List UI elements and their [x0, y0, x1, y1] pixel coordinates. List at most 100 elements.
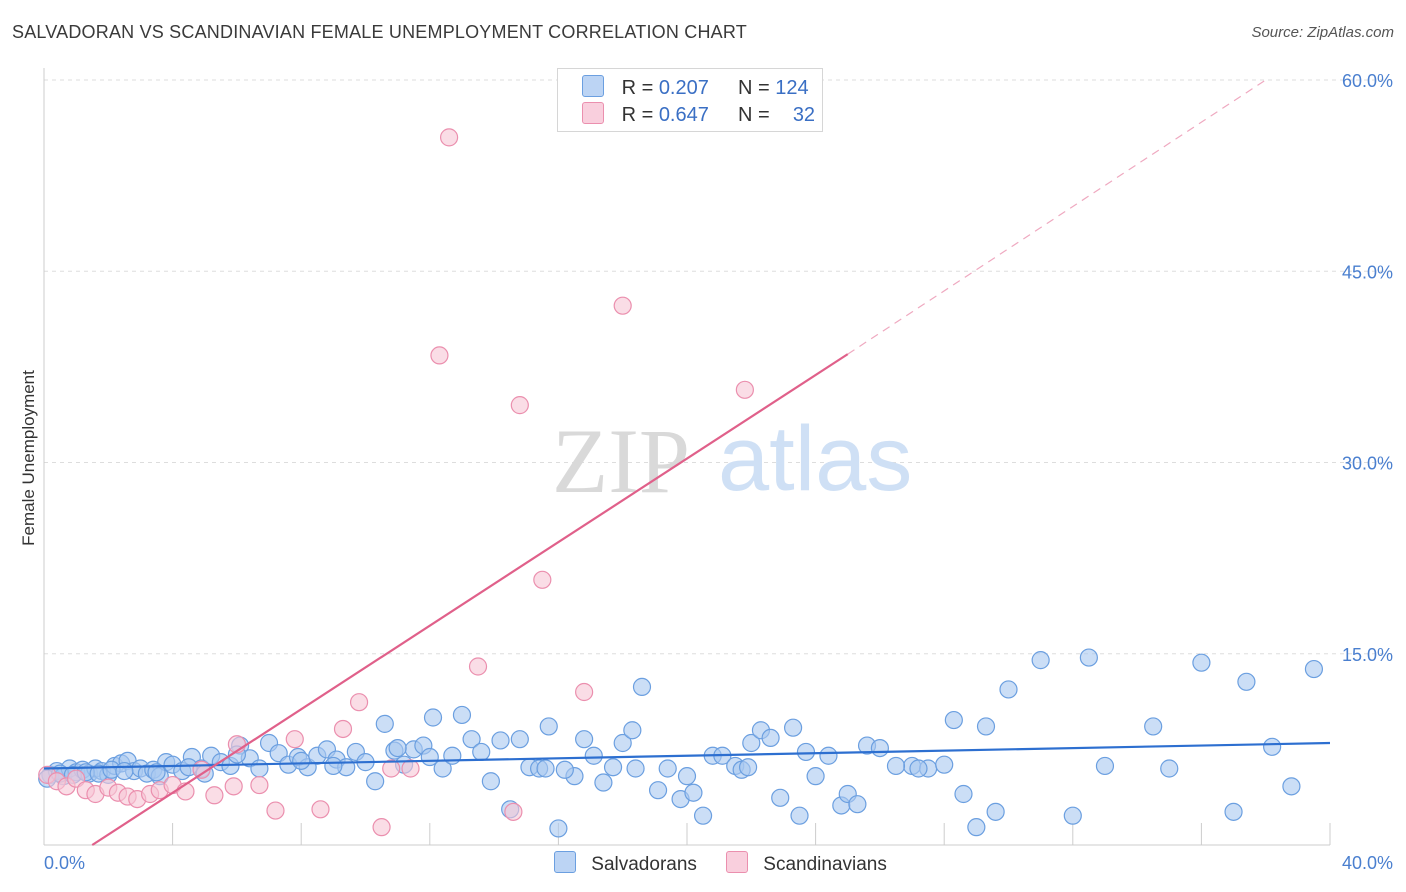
salvadoran-point [848, 795, 867, 814]
salvadoran-point [1079, 648, 1098, 667]
salvadoran-point [1192, 653, 1211, 672]
salvadorans-legend-swatch [554, 851, 576, 873]
salvadoran-point [761, 728, 780, 748]
salvadoran-point [986, 802, 1005, 821]
salvadoran-point [613, 733, 632, 753]
salvadoran-point [250, 759, 269, 778]
legend-label-scandinavians: Scandinavians [763, 854, 887, 875]
salvadoran-point [626, 759, 645, 778]
salvadoran-point [771, 788, 790, 807]
salvadoran-point [1063, 806, 1082, 825]
scandinavians-swatch [582, 102, 604, 124]
salvadoran-point [742, 733, 761, 753]
salvadoran-point [796, 742, 816, 762]
salvadoran-point [324, 756, 343, 776]
x-tick-label: 40.0% [1342, 853, 1393, 873]
salvadoran-point [870, 738, 890, 758]
salvadoran-point [420, 747, 439, 767]
salvadoran-point [462, 730, 481, 749]
scandinavian-point [575, 682, 594, 702]
scandinavian-point [205, 786, 224, 805]
salvadoran-point [539, 717, 558, 736]
salvadorans-swatch [582, 75, 604, 97]
salvadoran-point [658, 759, 677, 778]
salvadoran-point [575, 730, 594, 749]
salvadoran-point [623, 721, 642, 740]
salvadoran-point [790, 806, 809, 825]
salvadoran-point [510, 730, 529, 749]
salvadoran-point [1282, 777, 1301, 796]
grid-lines [44, 79, 1392, 655]
r-label: R = [621, 77, 654, 99]
source-credit: Source: ZipAtlas.com [1251, 24, 1394, 41]
scandinavian-point [372, 818, 391, 837]
salvadoran-point [999, 680, 1018, 699]
salvadoran-point [584, 746, 603, 765]
salvadoran-point [1095, 756, 1115, 776]
y-tick-label: 45.0% [1342, 262, 1393, 282]
salvadoran-point [806, 767, 825, 786]
salvadoran-point [1160, 759, 1179, 778]
trend-lines [43, 79, 1331, 846]
salvadoran-point [115, 761, 134, 781]
chart-title: SALVADORAN VS SCANDINAVIAN FEMALE UNEMPL… [12, 22, 747, 42]
salvadoran-point [1144, 717, 1163, 736]
legend-row-scandinavians: R = 0.647 N = 32 [582, 102, 815, 128]
legend-label-salvadorans: Salvadorans [591, 854, 697, 875]
salvadoran-point [819, 746, 838, 765]
scandinavian-point [504, 802, 523, 821]
r-label: R = [621, 104, 654, 126]
n-value: 32 [792, 104, 816, 126]
scandinavian-point [333, 719, 353, 739]
salvadoran-point [1237, 672, 1256, 691]
y-tick-label: 60.0% [1342, 71, 1393, 91]
scandinavians-legend-swatch [726, 851, 748, 873]
salvadoran-point [783, 718, 803, 737]
scandinavian-point [349, 693, 369, 712]
watermark-atlas: atlas [718, 408, 912, 510]
salvadoran-point [944, 710, 963, 730]
scandinavian-point [311, 800, 330, 819]
salvadoran-point [147, 763, 166, 782]
salvadoran-point [684, 783, 703, 802]
salvadoran-point [967, 818, 986, 837]
salvadoran-point [693, 806, 713, 825]
watermark: ZIP atlas [552, 408, 912, 512]
salvadoran-point [677, 767, 697, 786]
salvadoran-point [1031, 651, 1050, 670]
scandinavian-point [613, 296, 632, 315]
salvadoran-point [648, 781, 668, 800]
salvadoran-point [472, 742, 491, 762]
salvadoran-point [976, 717, 996, 736]
salvadoran-point [292, 751, 311, 770]
scandinavian-point [468, 657, 488, 676]
salvadoran-point [886, 756, 906, 776]
salvadoran-point [594, 773, 613, 792]
scandinavian-point [533, 570, 552, 589]
y-axis-title: Female Unemployment [19, 370, 38, 546]
salvadoran-point [632, 677, 652, 697]
salvadoran-point [603, 758, 623, 777]
salvadoran-point [481, 772, 500, 791]
salvadoran-point [1263, 737, 1282, 756]
n-value: 124 [775, 77, 809, 99]
salvadoran-point [536, 759, 555, 778]
scandinavian-point [250, 775, 269, 795]
x-tick-label: 0.0% [44, 853, 85, 873]
scandinavian-point [430, 346, 449, 365]
salvadoran-point [549, 819, 568, 838]
salvadorans-trend-line [43, 741, 1331, 770]
correlation-legend: R = 0.207 N = 124 R = 0.647 N = 32 [557, 68, 823, 132]
y-tick-label: 15.0% [1342, 645, 1393, 665]
salvadoran-point [423, 708, 443, 727]
salvadoran-point [1224, 802, 1243, 821]
r-value: 0.647 [658, 104, 709, 126]
salvadoran-point [375, 714, 394, 733]
scandinavian-point [285, 730, 304, 749]
salvadoran-point [935, 755, 954, 774]
salvadoran-point [388, 738, 407, 758]
r-value: 0.207 [658, 77, 709, 99]
scandinavian-point [224, 777, 243, 796]
scandinavian-point [510, 396, 529, 415]
